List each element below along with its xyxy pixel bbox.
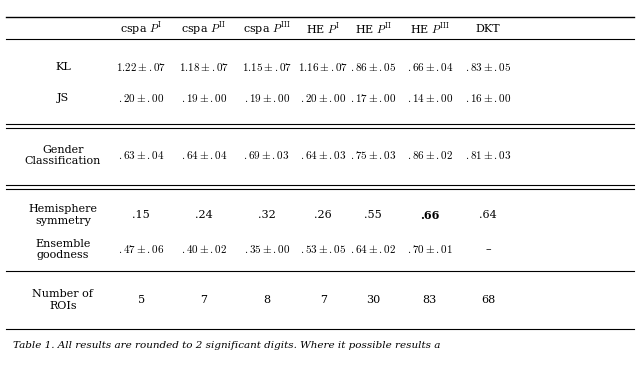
Text: cspa $P^{\mathrm{III}}$: cspa $P^{\mathrm{III}}$ bbox=[243, 21, 291, 37]
Text: .66: .66 bbox=[420, 210, 440, 221]
Text: KL: KL bbox=[55, 62, 71, 72]
Text: $.66\pm .04$: $.66\pm .04$ bbox=[406, 62, 453, 73]
Text: 5: 5 bbox=[138, 295, 145, 305]
Text: .24: .24 bbox=[195, 210, 213, 220]
Text: $1.15\pm .07$: $1.15\pm .07$ bbox=[241, 62, 292, 73]
Text: $.64\pm .02$: $.64\pm .02$ bbox=[350, 244, 396, 255]
Text: $.70\pm .01$: $.70\pm .01$ bbox=[407, 244, 452, 255]
Text: 68: 68 bbox=[481, 295, 495, 305]
Text: $.47\pm .06$: $.47\pm .06$ bbox=[118, 244, 164, 255]
Text: Ensemble
goodness: Ensemble goodness bbox=[35, 239, 90, 260]
Text: $.69\pm .03$: $.69\pm .03$ bbox=[243, 149, 290, 162]
Text: 7: 7 bbox=[319, 295, 326, 305]
Text: $.64\pm .04$: $.64\pm .04$ bbox=[180, 149, 227, 162]
Text: $.17\pm .00$: $.17\pm .00$ bbox=[350, 92, 397, 104]
Text: $1.16\pm .07$: $1.16\pm .07$ bbox=[298, 62, 348, 73]
Text: $1.18\pm .07$: $1.18\pm .07$ bbox=[179, 62, 229, 73]
Text: $1.22\pm .07$: $1.22\pm .07$ bbox=[116, 62, 166, 73]
Text: $.35\pm .00$: $.35\pm .00$ bbox=[243, 244, 290, 255]
Text: –: – bbox=[485, 245, 491, 255]
Text: .26: .26 bbox=[314, 210, 332, 220]
Text: JS: JS bbox=[57, 93, 69, 103]
Text: 83: 83 bbox=[422, 295, 437, 305]
Text: cspa $P^{\mathrm{I}}$: cspa $P^{\mathrm{I}}$ bbox=[120, 21, 163, 37]
Text: Hemisphere
symmetry: Hemisphere symmetry bbox=[28, 204, 97, 226]
Text: Table 1. All results are rounded to 2 significant digits. Where it possible resu: Table 1. All results are rounded to 2 si… bbox=[13, 341, 440, 350]
Text: $.14\pm .00$: $.14\pm .00$ bbox=[406, 92, 453, 104]
Text: cspa $P^{\mathrm{II}}$: cspa $P^{\mathrm{II}}$ bbox=[182, 21, 227, 37]
Text: .64: .64 bbox=[479, 210, 497, 220]
Text: $.75\pm .03$: $.75\pm .03$ bbox=[350, 149, 397, 162]
Text: $.20\pm .00$: $.20\pm .00$ bbox=[300, 92, 346, 104]
Text: $.81\pm .03$: $.81\pm .03$ bbox=[465, 149, 511, 162]
Text: $.40\pm .02$: $.40\pm .02$ bbox=[181, 244, 227, 255]
Text: $.53\pm .05$: $.53\pm .05$ bbox=[300, 244, 346, 255]
Text: $.63\pm .04$: $.63\pm .04$ bbox=[118, 149, 164, 162]
Text: Number of
ROIs: Number of ROIs bbox=[33, 289, 93, 311]
Text: HE $P^{\mathrm{I}}$: HE $P^{\mathrm{I}}$ bbox=[306, 21, 340, 36]
Text: $.86\pm .02$: $.86\pm .02$ bbox=[406, 149, 453, 162]
Text: $.16\pm .00$: $.16\pm .00$ bbox=[465, 92, 511, 104]
Text: .32: .32 bbox=[258, 210, 276, 220]
Text: HE $P^{\mathrm{II}}$: HE $P^{\mathrm{II}}$ bbox=[355, 21, 392, 36]
Text: 30: 30 bbox=[366, 295, 380, 305]
Text: 8: 8 bbox=[263, 295, 270, 305]
Text: 7: 7 bbox=[200, 295, 207, 305]
Text: $.19\pm .00$: $.19\pm .00$ bbox=[243, 92, 290, 104]
Text: HE $P^{\mathrm{III}}$: HE $P^{\mathrm{III}}$ bbox=[410, 21, 450, 36]
Text: .15: .15 bbox=[132, 210, 150, 220]
Text: Gender
Classification: Gender Classification bbox=[25, 145, 101, 166]
Text: $.83\pm .05$: $.83\pm .05$ bbox=[465, 62, 511, 73]
Text: $.64\pm .03$: $.64\pm .03$ bbox=[300, 149, 346, 162]
Text: $.19\pm .00$: $.19\pm .00$ bbox=[180, 92, 227, 104]
Text: DKT: DKT bbox=[476, 24, 500, 34]
Text: $.86\pm .05$: $.86\pm .05$ bbox=[350, 62, 396, 73]
Text: .55: .55 bbox=[364, 210, 382, 220]
Text: $.20\pm .00$: $.20\pm .00$ bbox=[118, 92, 164, 104]
